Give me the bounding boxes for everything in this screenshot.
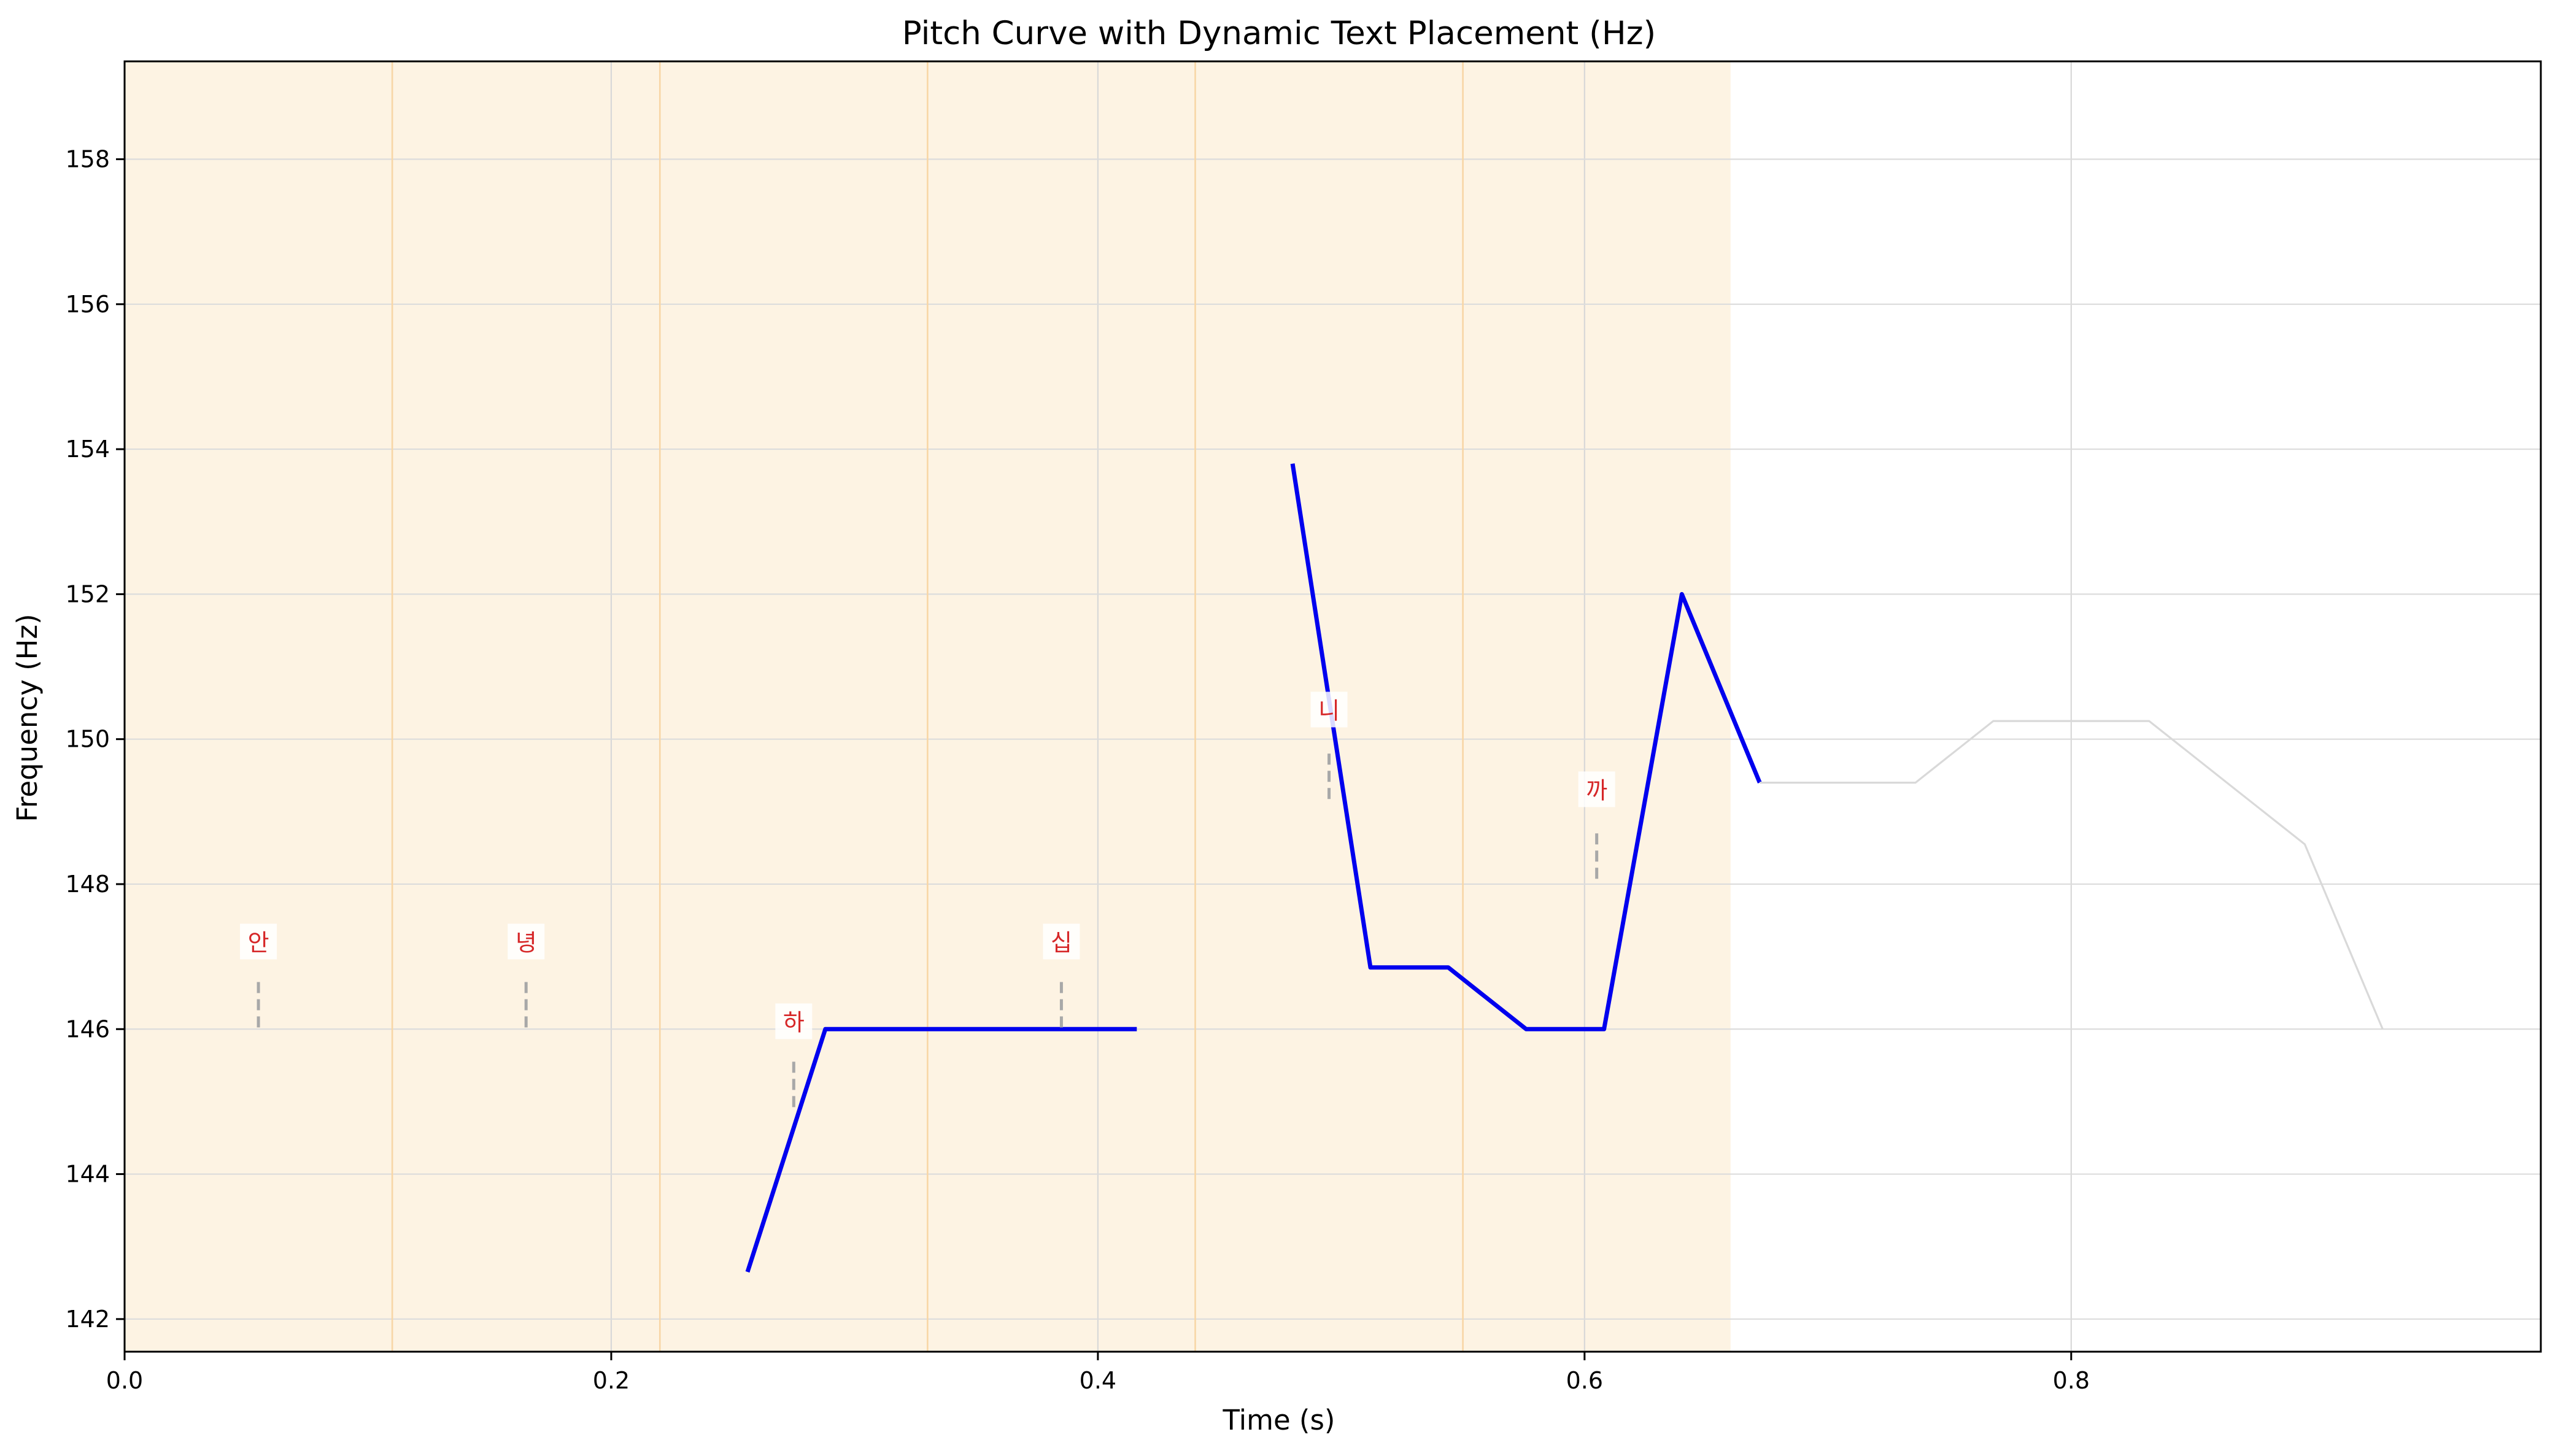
pitch-curve-segment	[1290, 463, 1762, 1031]
x-tick-label: 0.4	[1080, 1367, 1116, 1394]
annotation-label-box	[240, 923, 277, 960]
syllable-label: 니	[1318, 697, 1340, 724]
x-tick-label: 0.0	[106, 1367, 143, 1394]
x-tick-label: 0.8	[2053, 1367, 2090, 1394]
y-axis-label: Frequency (Hz)	[11, 614, 44, 822]
x-axis-label: Time (s)	[1223, 1404, 1335, 1436]
x-tick-label: 0.2	[593, 1367, 630, 1394]
y-tick-label: 152	[65, 580, 110, 607]
y-tick-label: 148	[65, 871, 110, 898]
syllable-label: 하	[783, 1009, 805, 1036]
annotation-label-box	[508, 923, 545, 960]
y-tick-label: 146	[65, 1015, 110, 1042]
y-tick-label: 150	[65, 726, 110, 753]
syllable-label: 녕	[516, 929, 537, 956]
annotation-label-box	[1310, 691, 1348, 728]
x-tick-label: 0.6	[1566, 1367, 1603, 1394]
chart-title: Pitch Curve with Dynamic Text Placement …	[902, 15, 1656, 52]
y-tick-label: 156	[65, 291, 110, 318]
syllable-label: 안	[248, 929, 269, 956]
annotation-label-box	[1578, 771, 1615, 807]
syllable-label: 십	[1051, 929, 1072, 956]
y-tick-label: 142	[65, 1306, 110, 1333]
annotation-label-box	[775, 1003, 813, 1039]
syllable-label: 까	[1586, 777, 1607, 804]
y-tick-label: 144	[65, 1161, 110, 1188]
y-tick-label: 154	[65, 436, 110, 463]
pitch-curve-faded-segment	[1760, 720, 2384, 1030]
pitch-curve-segment	[745, 1027, 1137, 1273]
y-tick-label: 158	[65, 145, 110, 172]
annotation-label-box	[1043, 923, 1080, 960]
plot-frame	[123, 60, 2542, 1353]
